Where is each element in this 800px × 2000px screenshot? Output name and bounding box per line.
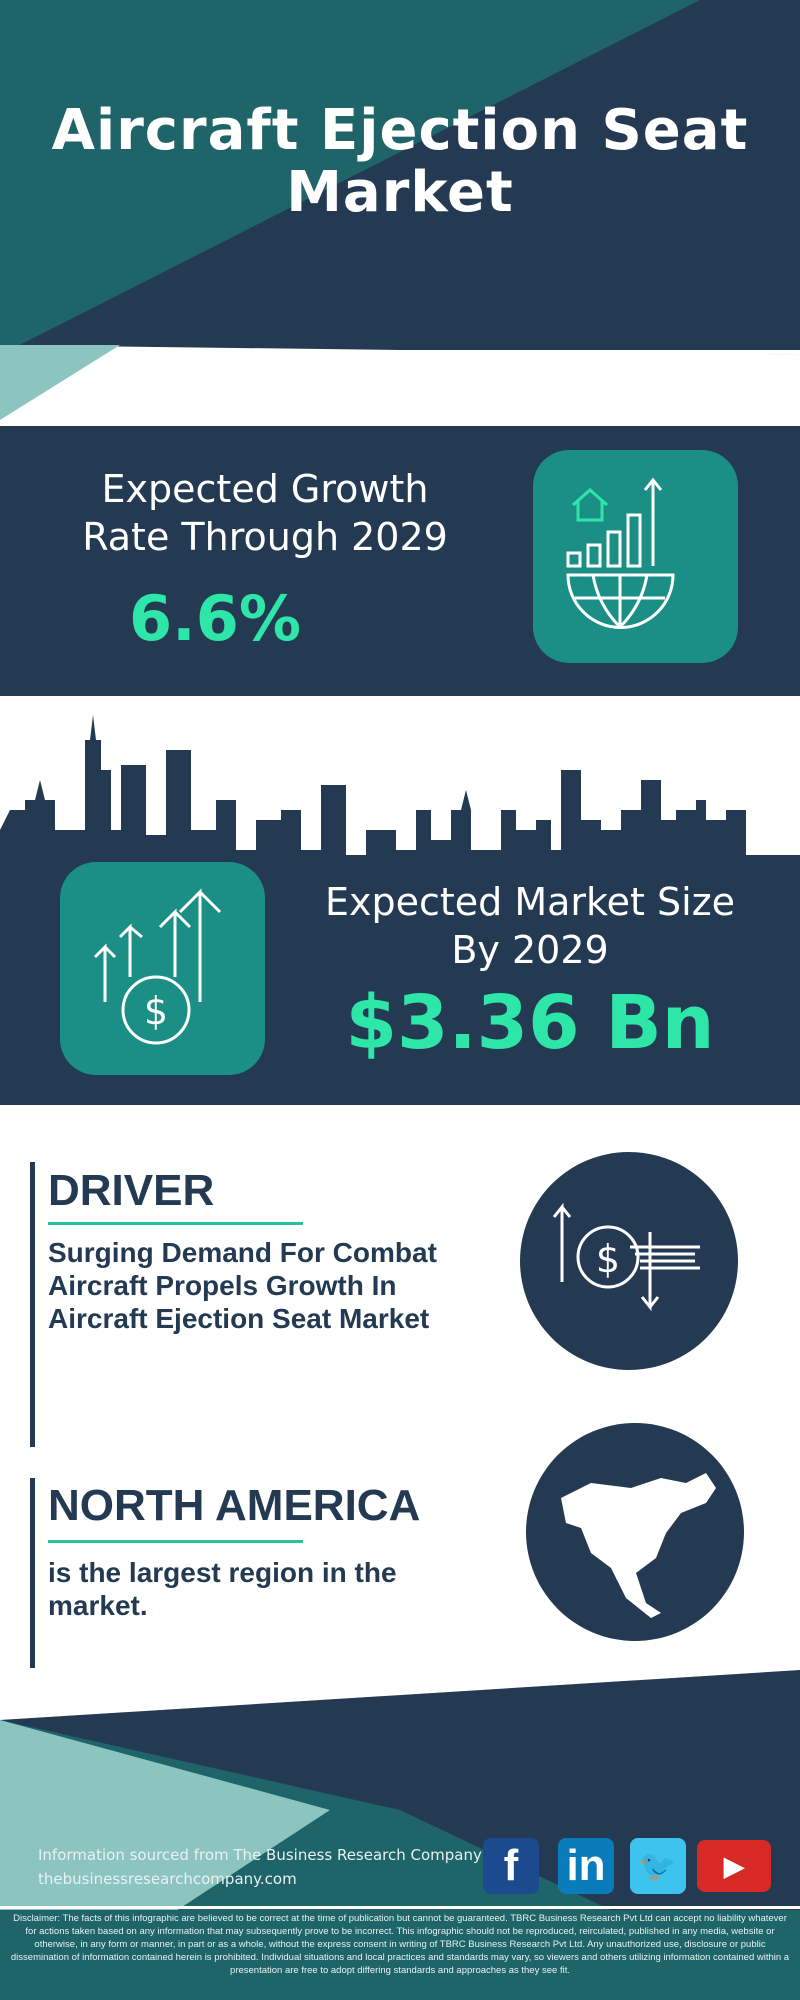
north-america-map-icon — [561, 1473, 716, 1618]
facebook-icon[interactable]: f — [483, 1838, 539, 1894]
footer-background — [0, 1670, 800, 2000]
city-skyline — [0, 715, 746, 860]
svg-text:$: $ — [596, 1237, 620, 1281]
market-icon-box: $ — [60, 862, 265, 1075]
growth-value: 6.6% — [129, 582, 301, 655]
growth-label: Expected Growth Rate Through 2029 — [82, 467, 448, 559]
region-text: is the largest region in the market. — [48, 1557, 397, 1621]
page-title: Aircraft Ejection Seat Market — [51, 98, 749, 225]
linkedin-icon[interactable]: in — [558, 1838, 614, 1894]
disclaimer: Disclaimer: The facts of this infographi… — [10, 1913, 790, 1976]
region-icon-circle — [526, 1423, 744, 1641]
source-url[interactable]: thebusinessresearchcompany.com — [38, 1870, 297, 1888]
region-underline — [48, 1540, 303, 1543]
driver-icon-circle: $ — [520, 1152, 738, 1370]
source-text: Information sourced from The Business Re… — [38, 1846, 482, 1864]
driver-bar — [30, 1162, 35, 1447]
money-growth-arrows-icon: $ — [93, 888, 222, 1045]
dollar-exchange-icon: $ — [552, 1202, 700, 1312]
region-bar — [30, 1478, 35, 1668]
youtube-icon[interactable]: ▶ — [697, 1840, 771, 1892]
svg-text:$: $ — [144, 989, 168, 1033]
market-size-label: Expected Market Size By 2029 — [324, 880, 736, 972]
driver-text: Surging Demand For Combat Aircraft Prope… — [48, 1237, 437, 1334]
region-heading: NORTH AMERICA — [48, 1481, 421, 1530]
twitter-icon[interactable]: 🐦 — [630, 1838, 686, 1894]
growth-icon-box — [533, 450, 738, 663]
driver-heading: DRIVER — [48, 1166, 215, 1215]
header-background — [0, 0, 800, 430]
growth-chart-globe-icon — [566, 477, 675, 629]
market-size-value: $3.36 Bn — [345, 980, 715, 1066]
driver-underline — [48, 1222, 303, 1225]
